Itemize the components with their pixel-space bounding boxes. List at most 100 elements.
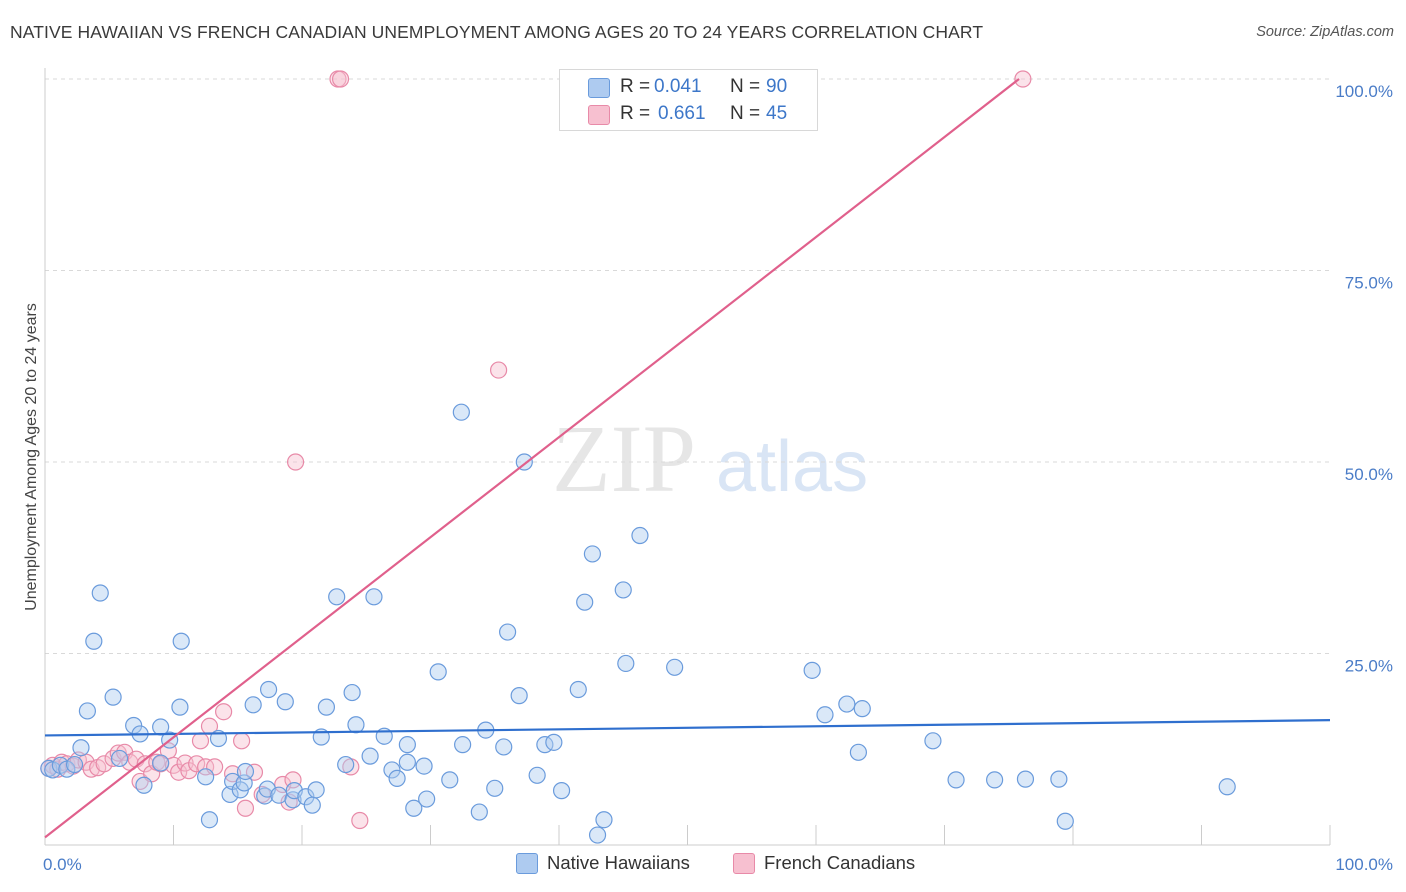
native-hawaiian-point	[78, 702, 97, 720]
native-hawaiian-point	[838, 695, 856, 713]
native-hawaiian-point	[197, 768, 215, 786]
french-canadian-point	[188, 755, 206, 773]
native-hawaiian-point	[595, 811, 613, 829]
native-hawaiian-point	[495, 738, 513, 756]
native-hawaiian-point	[569, 680, 587, 699]
bottom-legend-label: Native Hawaiians	[547, 852, 690, 873]
stats-legend: R = 0.041 N = 90 R = 0.661 N = 45	[559, 69, 818, 131]
legend-r-value: 0.661	[658, 103, 706, 124]
native-hawaiian-point	[343, 683, 361, 702]
native-hawaiian-point	[510, 687, 528, 705]
french-canadian-point	[233, 732, 251, 750]
native-hawaiian-point	[221, 785, 239, 804]
native-hawaiian-point	[110, 749, 129, 768]
native-hawaiian-point	[486, 779, 504, 797]
y-tick-label: 75.0%	[1345, 274, 1393, 293]
legend-r-value: 0.041	[654, 76, 702, 97]
native-hawaiian-point	[383, 761, 401, 779]
legend-swatch-blue	[588, 78, 610, 98]
native-hawaiian-point	[853, 700, 871, 718]
native-hawaiian-point	[924, 732, 942, 750]
native-hawaiian-point	[65, 755, 84, 774]
native-hawaiian-point	[614, 581, 632, 599]
french-canadian-point	[490, 361, 508, 379]
native-hawaiian-point	[452, 403, 470, 421]
french-canadians-trendline	[44, 78, 1020, 839]
x-tick-label: 100.0%	[1335, 855, 1393, 874]
x-tick-labels: 0.0% 100.0%	[43, 855, 1393, 874]
native-hawaiian-point	[588, 826, 607, 844]
french-canadian-point	[351, 811, 369, 830]
bottom-legend-swatch-blue	[516, 853, 538, 874]
french-canadian-point	[82, 760, 100, 778]
native-hawaiian-point	[276, 693, 294, 711]
axes	[44, 68, 1331, 846]
native-hawaiian-point	[499, 623, 517, 641]
legend-r-label: R =	[620, 76, 651, 97]
native-hawaiian-point	[528, 766, 546, 784]
native-hawaiian-point	[135, 776, 153, 794]
native-hawaiian-point	[470, 803, 488, 821]
native-hawaiian-point	[337, 755, 355, 774]
watermark-atlas: atlas	[716, 427, 868, 507]
native-hawaiian-point	[236, 762, 255, 781]
native-hawaiian-point	[256, 787, 274, 805]
chart-title: NATIVE HAWAIIAN VS FRENCH CANADIAN UNEMP…	[10, 22, 984, 42]
y-tick-label: 25.0%	[1345, 657, 1393, 676]
bottom-legend-label: French Canadians	[764, 852, 916, 873]
native-hawaiian-point	[583, 545, 602, 563]
native-hawaiian-point	[947, 771, 965, 789]
legend-n-label: N =	[730, 103, 761, 124]
french-canadian-point	[331, 70, 350, 88]
french-canadian-point	[245, 763, 264, 781]
french-canadian-point	[215, 703, 233, 721]
native-hawaiian-point	[244, 696, 262, 714]
native-hawaiian-point	[454, 736, 472, 754]
native-hawaiian-point	[365, 588, 383, 606]
native-hawaiian-point	[576, 593, 594, 611]
native-hawaiian-point	[418, 790, 436, 808]
native-hawaiian-point	[631, 526, 649, 545]
native-hawaiians-trendline	[44, 719, 1331, 737]
legend-swatch-pink	[588, 105, 610, 125]
french-canadian-point	[191, 732, 210, 750]
native-hawaiian-point	[429, 663, 447, 681]
native-hawaiian-point	[1016, 770, 1035, 788]
y-tick-labels: 25.0% 50.0% 75.0% 100.0%	[1335, 82, 1393, 676]
native-hawaiian-point	[72, 739, 90, 757]
native-hawaiian-point	[803, 661, 821, 679]
y-tick-label: 100.0%	[1335, 82, 1393, 101]
native-hawaiian-point	[398, 736, 416, 754]
native-hawaiian-point	[85, 632, 103, 650]
legend-n-label: N =	[730, 76, 761, 97]
native-hawaiian-point	[552, 782, 571, 800]
source-credit: Source: ZipAtlas.com	[1256, 24, 1394, 40]
native-hawaiian-point	[152, 754, 170, 772]
native-hawaiian-point	[259, 680, 278, 699]
french-canadian-point	[95, 755, 113, 773]
french-canadian-point	[1014, 70, 1032, 88]
french-canadian-point	[236, 799, 255, 817]
native-hawaiian-point	[317, 698, 336, 716]
native-hawaiian-point	[849, 743, 868, 761]
native-hawaiian-point	[441, 771, 459, 789]
native-hawaiian-point	[617, 654, 635, 673]
native-hawaiians-points	[40, 403, 1236, 844]
french-canadian-point	[286, 453, 305, 471]
x-tick-label: 0.0%	[43, 855, 82, 874]
native-hawaiian-point	[328, 588, 346, 606]
legend-n-value: 45	[766, 103, 788, 124]
native-hawaiian-point	[303, 796, 321, 814]
native-hawaiian-point	[398, 753, 416, 771]
native-hawaiian-point	[307, 781, 325, 799]
bottom-legend-swatch-pink	[733, 853, 755, 874]
native-hawaiian-point	[1050, 770, 1068, 788]
legend-r-label: R =	[620, 103, 651, 124]
french-canadian-point	[197, 758, 215, 776]
watermark-zip: ZIP	[552, 405, 696, 512]
native-hawaiian-point	[545, 733, 563, 751]
native-hawaiian-point	[361, 747, 379, 765]
native-hawaiian-point	[415, 757, 433, 775]
watermark: ZIP atlas	[552, 405, 868, 512]
